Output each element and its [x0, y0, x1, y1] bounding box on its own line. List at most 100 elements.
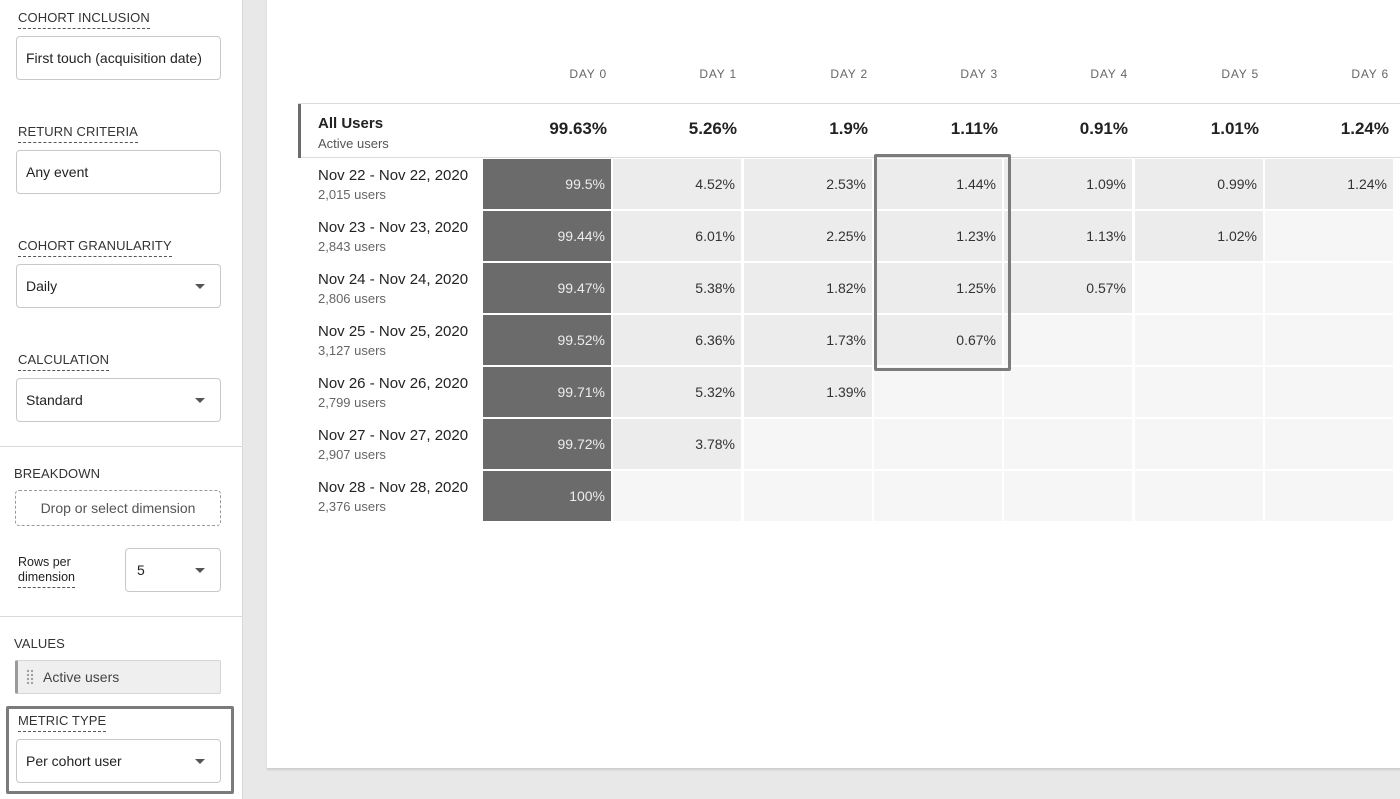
cohort-user-count: 2,015 users: [318, 187, 386, 202]
retention-cell: [1265, 315, 1393, 365]
retention-cell[interactable]: 99.52%: [483, 315, 611, 365]
rows-per-dimension-label-line1: Rows per: [18, 555, 71, 569]
retention-cell[interactable]: 100%: [483, 471, 611, 521]
breakdown-drop-zone[interactable]: Drop or select dimension: [15, 490, 221, 526]
section-divider: [0, 616, 242, 617]
calculation-select[interactable]: Standard: [16, 378, 221, 422]
rows-per-dimension-value: 5: [137, 562, 145, 578]
all-users-value-day-6: 1.24%: [1340, 119, 1389, 138]
column-header-day-3: DAY 3: [960, 67, 998, 81]
rows-per-dimension-label-line2: dimension: [18, 570, 75, 588]
column-header-day-5: DAY 5: [1221, 67, 1259, 81]
cohort-inclusion-value: First touch (acquisition date): [26, 50, 202, 66]
cohort-row-label[interactable]: Nov 26 - Nov 26, 2020 2,799 users: [318, 375, 468, 410]
cohort-date-range: Nov 28 - Nov 28, 2020: [318, 479, 469, 496]
column-header-day-6: DAY 6: [1351, 67, 1389, 81]
cohort-row-label[interactable]: Nov 28 - Nov 28, 2020 2,376 users: [318, 479, 468, 514]
values-label: VALUES: [14, 636, 65, 651]
retention-cell[interactable]: 0.57%: [1004, 263, 1132, 313]
retention-cell: [1265, 263, 1393, 313]
retention-cell: [874, 367, 1002, 417]
cohort-granularity-value: Daily: [26, 278, 58, 294]
retention-cell[interactable]: 99.5%: [483, 159, 611, 209]
metric-type-highlight: [6, 706, 234, 794]
retention-cell: [1135, 367, 1263, 417]
retention-cell[interactable]: 99.71%: [483, 367, 611, 417]
cohort-granularity-select[interactable]: Daily: [16, 264, 221, 308]
cohort-date-range: Nov 27 - Nov 27, 2020: [318, 427, 469, 444]
retention-cell[interactable]: 1.39%: [744, 367, 872, 417]
cohort-date-range: Nov 26 - Nov 26, 2020: [318, 375, 469, 392]
retention-cell[interactable]: 1.73%: [744, 315, 872, 365]
retention-cell[interactable]: 99.44%: [483, 211, 611, 261]
all-users-value-day-4: 0.91%: [1079, 119, 1128, 138]
retention-cell[interactable]: 0.99%: [1135, 159, 1263, 209]
retention-cell: [613, 471, 741, 521]
cohort-user-count: 2,376 users: [318, 499, 386, 514]
retention-cell[interactable]: 6.36%: [613, 315, 741, 365]
retention-cell[interactable]: 99.72%: [483, 419, 611, 469]
all-users-title: All Users: [318, 115, 384, 132]
retention-cell[interactable]: 1.25%: [874, 263, 1002, 313]
column-header-day-4: DAY 4: [1090, 67, 1128, 81]
all-users-value-day-5: 1.01%: [1210, 119, 1259, 138]
chevron-down-icon: [195, 284, 205, 289]
cohort-row-label[interactable]: Nov 24 - Nov 24, 2020 2,806 users: [318, 271, 468, 306]
cohort-user-count: 2,907 users: [318, 447, 386, 462]
calculation-label: CALCULATION: [18, 352, 110, 371]
chevron-down-icon: [195, 398, 205, 403]
metric-type-label: METRIC TYPE: [18, 713, 107, 732]
active-users-chip-label: Active users: [43, 669, 120, 685]
active-users-chip[interactable]: Active users: [15, 660, 221, 694]
all-users-row[interactable]: All Users Active users: [298, 103, 1400, 158]
retention-cell[interactable]: 2.25%: [744, 211, 872, 261]
retention-cell: [1004, 315, 1132, 365]
return-criteria-field[interactable]: Any event: [16, 150, 221, 194]
section-divider: [0, 446, 242, 447]
rows-per-dimension-select[interactable]: 5: [125, 548, 221, 592]
column-header-day-1: DAY 1: [699, 67, 737, 81]
retention-cell[interactable]: 99.47%: [483, 263, 611, 313]
cohort-user-count: 3,127 users: [318, 343, 386, 358]
retention-cell[interactable]: 5.32%: [613, 367, 741, 417]
retention-cell[interactable]: 1.02%: [1135, 211, 1263, 261]
retention-cell[interactable]: 1.82%: [744, 263, 872, 313]
retention-cell[interactable]: 1.24%: [1265, 159, 1393, 209]
retention-cell[interactable]: 6.01%: [613, 211, 741, 261]
cohort-user-count: 2,843 users: [318, 239, 386, 254]
retention-cell[interactable]: 1.13%: [1004, 211, 1132, 261]
cohort-date-range: Nov 22 - Nov 22, 2020: [318, 167, 469, 184]
retention-cell[interactable]: 3.78%: [613, 419, 741, 469]
retention-cell: [1265, 367, 1393, 417]
metric-type-value: Per cohort user: [26, 753, 122, 769]
breakdown-label: BREAKDOWN: [14, 466, 101, 481]
cohort-granularity-label: COHORT GRANULARITY: [18, 238, 172, 257]
retention-cell[interactable]: 1.23%: [874, 211, 1002, 261]
return-criteria-value: Any event: [26, 164, 89, 180]
retention-cell: [1265, 419, 1393, 469]
cohort-row-label[interactable]: Nov 25 - Nov 25, 2020 3,127 users: [318, 323, 468, 358]
cohort-inclusion-field[interactable]: First touch (acquisition date): [16, 36, 221, 80]
chevron-down-icon: [195, 568, 205, 573]
cohort-inclusion-label: COHORT INCLUSION: [18, 10, 150, 29]
drag-handle-icon[interactable]: [26, 669, 34, 685]
retention-cell[interactable]: 0.67%: [874, 315, 1002, 365]
cohort-row-label[interactable]: Nov 22 - Nov 22, 2020 2,015 users: [318, 167, 468, 202]
cohort-row-label[interactable]: Nov 23 - Nov 23, 2020 2,843 users: [318, 219, 468, 254]
retention-cell[interactable]: 4.52%: [613, 159, 741, 209]
cohort-row-label[interactable]: Nov 27 - Nov 27, 2020 2,907 users: [318, 427, 468, 462]
retention-cell[interactable]: 5.38%: [613, 263, 741, 313]
cohort-date-range: Nov 24 - Nov 24, 2020: [318, 271, 469, 288]
column-header-day-2: DAY 2: [830, 67, 868, 81]
retention-cell: [1265, 471, 1393, 521]
all-users-value-day-1: 5.26%: [688, 119, 737, 138]
metric-type-select[interactable]: Per cohort user: [16, 739, 221, 783]
all-users-value-day-3: 1.11%: [950, 119, 998, 138]
retention-cell[interactable]: 1.09%: [1004, 159, 1132, 209]
retention-cell: [1004, 471, 1132, 521]
return-criteria-label: RETURN CRITERIA: [18, 124, 138, 143]
retention-cell[interactable]: 1.44%: [874, 159, 1002, 209]
retention-cell[interactable]: 2.53%: [744, 159, 872, 209]
rows-per-dimension-label: Rows per dimension: [18, 555, 75, 588]
retention-cell: [1265, 211, 1393, 261]
